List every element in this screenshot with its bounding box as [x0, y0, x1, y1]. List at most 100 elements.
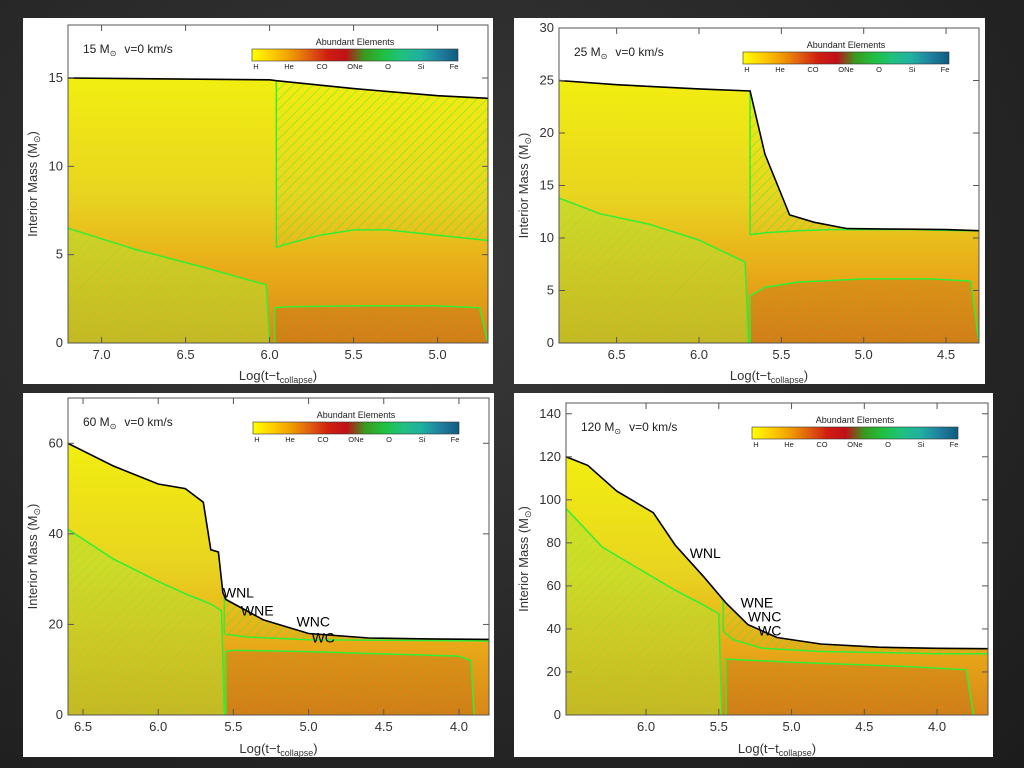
colorbar-label: H	[744, 65, 749, 74]
colorbar-label: Si	[418, 62, 425, 71]
y-tick-label: 5	[547, 283, 554, 298]
y-tick-label: 80	[547, 535, 561, 550]
colorbar	[252, 421, 460, 435]
y-tick-label: 10	[540, 230, 554, 245]
stellar-surface-line	[68, 77, 488, 100]
chart-panel-15: 7.0 6.5 6.0 5.5 5.0 0 5 10 15 Log(t−tcollapse) Int…	[23, 18, 493, 384]
colorbar-label: O	[385, 62, 391, 71]
x-tick-label: 6.0	[690, 347, 708, 362]
x-tick-label: 5.5	[710, 719, 728, 734]
y-axis-title: Interior Mass (M⊙)	[25, 504, 42, 610]
stellar-surface-line	[566, 456, 988, 650]
colorbar-label: Si	[419, 435, 426, 444]
panel-title: 120 M⊙ v=0 km/s	[581, 420, 677, 436]
y-tick-label: 15	[540, 178, 554, 193]
chart-svg: 6.5 6.0 5.5 5.0 4.5 4.0 0 20 40 60 Log(t−tcollapse…	[25, 397, 490, 757]
y-tick-label: 10	[49, 158, 63, 173]
inner-convective-hatch	[726, 659, 974, 715]
x-tick-label: 5.5	[772, 347, 790, 362]
y-tick-label: 5	[56, 247, 63, 262]
colorbar	[751, 426, 959, 440]
chart-panel-120: 6.0 5.5 5.0 4.5 4.0 0 20 40 60 80 100 120 140 Log(t−t…	[514, 393, 993, 757]
plot-frame	[565, 402, 989, 716]
colorbar-label: Si	[918, 440, 925, 449]
convective-core-hatch	[68, 529, 225, 715]
x-tick-label: 5.5	[345, 347, 363, 362]
convective-shell-boundary	[276, 229, 488, 249]
panel-title: 60 M⊙ v=0 km/s	[83, 415, 173, 431]
colorbar	[742, 51, 950, 65]
colorbar-label: ONe	[347, 62, 362, 71]
x-axis-title: Log(t−tcollapse)	[239, 741, 317, 757]
colorbar-label: He	[784, 440, 794, 449]
colorbar-label: Fe	[950, 440, 959, 449]
colorbar-label: He	[285, 435, 295, 444]
colorbar-label: H	[254, 435, 259, 444]
colorbar-label: O	[876, 65, 882, 74]
stellar-surface-line	[68, 442, 489, 641]
x-axis-title: Log(t−tcollapse)	[239, 368, 317, 384]
convective-core-hatch	[68, 228, 270, 343]
y-axis-title: Interior Mass (M⊙)	[25, 131, 42, 237]
x-tick-label: 5.0	[300, 719, 318, 734]
colorbar-label: ONe	[348, 435, 363, 444]
convective-core-boundary	[68, 227, 271, 343]
y-tick-label: 0	[56, 335, 63, 350]
x-tick-label: 4.0	[450, 719, 468, 734]
x-tick-label: 5.0	[783, 719, 801, 734]
inner-convective-boundary	[273, 305, 488, 343]
inner-convective-boundary	[725, 658, 975, 715]
colorbar-label: CO	[316, 62, 327, 71]
colorbar-label: Si	[909, 65, 916, 74]
colorbar-label: H	[753, 440, 758, 449]
colorbar-label: CO	[317, 435, 328, 444]
plot-frame	[67, 397, 490, 716]
phase-label: WNC	[297, 614, 330, 630]
convective-envelope-hatch	[224, 596, 489, 642]
colorbar-title: Abundant Elements	[316, 37, 395, 47]
x-axis-title: Log(t−tcollapse)	[738, 741, 816, 757]
x-tick-label: 6.0	[149, 719, 167, 734]
plot-frame	[67, 24, 489, 344]
phase-label: WNE	[741, 594, 774, 610]
convective-envelope-hatch	[750, 91, 979, 235]
phase-label: WNE	[241, 602, 274, 618]
convective-core-hatch	[559, 198, 749, 343]
panel-title: 15 M⊙ v=0 km/s	[83, 42, 173, 58]
y-tick-label: 20	[547, 664, 561, 679]
phase-label: WC	[312, 630, 335, 646]
x-axis-title: Log(t−tcollapse)	[730, 368, 808, 384]
y-tick-label: 25	[540, 73, 554, 88]
colorbar-label: ONe	[847, 440, 862, 449]
x-tick-label: 4.5	[937, 347, 955, 362]
chart-svg: 7.0 6.5 6.0 5.5 5.0 0 5 10 15 Log(t−tcollapse) Int…	[25, 24, 489, 384]
colorbar-label: H	[253, 62, 258, 71]
y-tick-label: 140	[539, 406, 561, 421]
convective-core-boundary	[68, 528, 226, 715]
x-tick-label: 5.0	[855, 347, 873, 362]
colorbar-label: Fe	[941, 65, 950, 74]
convective-shell-boundary	[722, 630, 988, 655]
y-tick-label: 40	[49, 526, 63, 541]
colorbar-label: O	[386, 435, 392, 444]
y-tick-label: 30	[540, 20, 554, 35]
stellar-surface-line	[559, 79, 979, 232]
x-tick-label: 6.5	[177, 347, 195, 362]
chart-svg: 6.0 5.5 5.0 4.5 4.0 0 20 40 60 80 100 120 140 Log(t−t…	[516, 402, 989, 757]
inner-convective-hatch	[225, 650, 474, 715]
x-tick-label: 6.0	[261, 347, 279, 362]
y-axis-title: Interior Mass (M⊙)	[516, 506, 533, 612]
x-tick-label: 7.0	[93, 347, 111, 362]
convective-envelope-hatch	[276, 80, 488, 248]
y-tick-label: 20	[49, 616, 63, 631]
inner-convective-hatch	[750, 278, 979, 343]
x-tick-label: 4.5	[375, 719, 393, 734]
colorbar-label: ONe	[838, 65, 853, 74]
x-tick-label: 4.5	[855, 719, 873, 734]
x-tick-label: 4.0	[928, 719, 946, 734]
colorbar-title: Abundant Elements	[816, 415, 895, 425]
y-tick-label: 15	[49, 70, 63, 85]
phase-label: WNL	[690, 545, 721, 561]
y-tick-label: 100	[539, 492, 561, 507]
colorbar-label: He	[284, 62, 294, 71]
